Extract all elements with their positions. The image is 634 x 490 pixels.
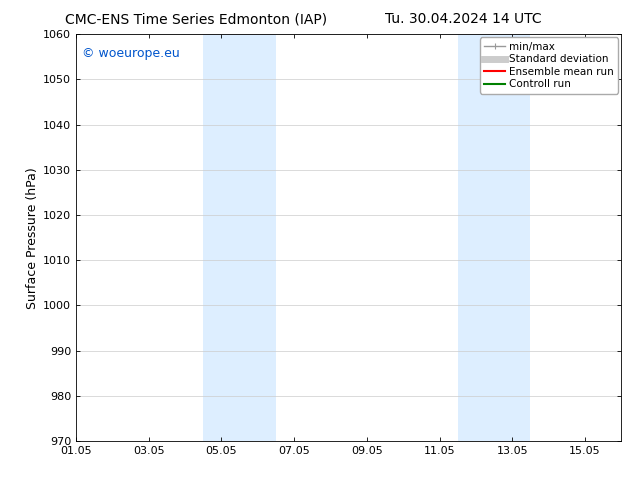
Bar bbox=[494, 34, 531, 441]
Legend: min/max, Standard deviation, Ensemble mean run, Controll run: min/max, Standard deviation, Ensemble me… bbox=[480, 37, 618, 94]
Y-axis label: Surface Pressure (hPa): Surface Pressure (hPa) bbox=[26, 167, 39, 309]
Text: Tu. 30.04.2024 14 UTC: Tu. 30.04.2024 14 UTC bbox=[384, 12, 541, 26]
Text: © woeurope.eu: © woeurope.eu bbox=[82, 47, 179, 59]
Bar bbox=[204, 34, 240, 441]
Text: CMC-ENS Time Series Edmonton (IAP): CMC-ENS Time Series Edmonton (IAP) bbox=[65, 12, 328, 26]
Bar bbox=[240, 34, 276, 441]
Bar bbox=[458, 34, 494, 441]
